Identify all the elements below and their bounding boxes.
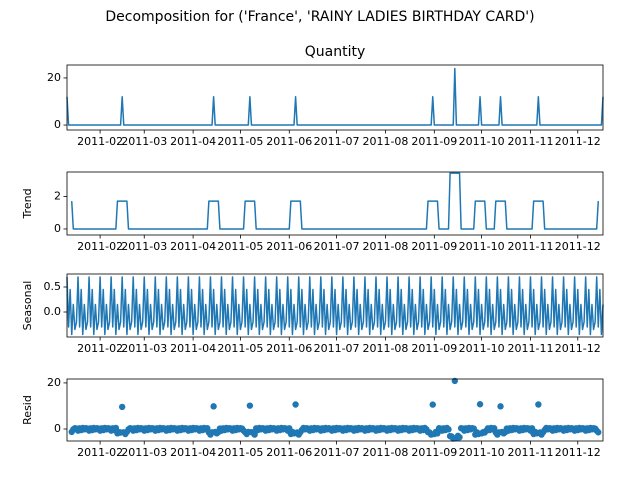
x-tick-label: 2011-06 [266, 135, 312, 148]
x-tick-label: 2011-07 [314, 135, 360, 148]
x-tick-label: 2011-11 [507, 342, 553, 355]
x-tick-label: 2011-03 [121, 240, 167, 253]
x-tick-label: 2011-06 [266, 342, 312, 355]
point [595, 429, 602, 436]
y-tick-label: 0 [54, 222, 61, 235]
point [434, 430, 441, 437]
x-tick-label: 2011-10 [459, 446, 505, 459]
y-tick-label: 20 [47, 376, 61, 389]
x-tick-label: 2011-02 [77, 135, 123, 148]
point [429, 401, 436, 408]
axes-frame [66, 378, 604, 442]
x-tick-label: 2011-06 [266, 446, 312, 459]
x-tick-label: 2011-04 [170, 135, 216, 148]
x-tick-label: 2011-11 [507, 135, 553, 148]
x-tick-label: 2011-05 [217, 135, 263, 148]
point [246, 402, 254, 409]
x-tick-label: 2011-09 [411, 135, 457, 148]
x-tick-label: 2011-09 [411, 240, 457, 253]
x-tick-label: 2011-04 [170, 342, 216, 355]
x-tick-label: 2011-04 [170, 240, 216, 253]
y-axis-label: Trend [21, 188, 34, 219]
y-tick-label: 0.0 [44, 305, 62, 318]
x-tick-label: 2011-10 [459, 240, 505, 253]
point [292, 401, 299, 408]
y-tick-label: 0.5 [44, 280, 62, 293]
series-line [66, 276, 604, 336]
x-tick-label: 2011-07 [314, 342, 360, 355]
x-tick-label: 2011-05 [217, 240, 263, 253]
point [456, 434, 463, 441]
y-tick-label: 0 [54, 422, 61, 435]
point [251, 431, 258, 438]
point [210, 403, 217, 410]
point [476, 401, 484, 408]
point [497, 403, 504, 410]
figure-title: Decomposition for ('France', 'RAINY LADI… [105, 9, 534, 25]
x-tick-label: 2011-03 [121, 446, 167, 459]
x-tick-label: 2011-08 [362, 342, 408, 355]
y-tick-label: 0 [54, 118, 61, 131]
x-tick-label: 2011-08 [362, 240, 408, 253]
y-axis-label: Seasonal [21, 281, 34, 331]
point [445, 426, 452, 433]
axes-frame [66, 171, 604, 236]
axes-title: Quantity [305, 44, 366, 60]
x-tick-label: 2011-08 [362, 446, 408, 459]
x-tick-label: 2011-05 [217, 446, 263, 459]
point [535, 401, 542, 408]
axes-frame [66, 273, 604, 338]
x-tick-label: 2011-11 [507, 240, 553, 253]
x-tick-label: 2011-05 [217, 342, 263, 355]
series-line [66, 67, 604, 126]
x-tick-label: 2011-03 [121, 342, 167, 355]
x-tick-label: 2011-04 [170, 446, 216, 459]
x-tick-label: 2011-07 [314, 240, 360, 253]
x-tick-label: 2011-09 [411, 446, 457, 459]
y-tick-label: 20 [47, 71, 61, 84]
x-tick-label: 2011-02 [77, 240, 123, 253]
x-tick-label: 2011-12 [555, 240, 601, 253]
x-tick-label: 2011-11 [507, 446, 553, 459]
x-tick-label: 2011-10 [459, 342, 505, 355]
point [118, 403, 126, 411]
x-tick-label: 2011-08 [362, 135, 408, 148]
x-tick-label: 2011-07 [314, 446, 360, 459]
x-tick-label: 2011-12 [555, 342, 601, 355]
x-tick-label: 2011-12 [555, 446, 601, 459]
x-tick-label: 2011-02 [77, 342, 123, 355]
series-line [70, 172, 600, 230]
axes-frame [66, 64, 604, 131]
x-tick-label: 2011-06 [266, 240, 312, 253]
x-tick-label: 2011-02 [77, 446, 123, 459]
y-tick-label: 2 [54, 189, 61, 202]
x-tick-label: 2011-12 [555, 135, 601, 148]
y-axis-label: Resid [21, 395, 34, 425]
x-tick-label: 2011-09 [411, 342, 457, 355]
x-tick-label: 2011-03 [121, 135, 167, 148]
x-tick-label: 2011-10 [459, 135, 505, 148]
